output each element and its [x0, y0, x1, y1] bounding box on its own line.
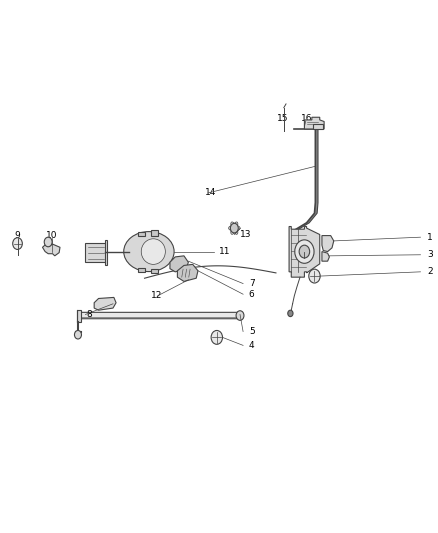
Polygon shape — [170, 256, 188, 272]
Polygon shape — [177, 264, 198, 281]
Text: 13: 13 — [240, 230, 251, 239]
Ellipse shape — [229, 226, 234, 230]
Text: 4: 4 — [249, 341, 254, 350]
Text: 15: 15 — [277, 114, 288, 123]
Text: 1: 1 — [427, 233, 433, 241]
Ellipse shape — [234, 228, 238, 235]
Polygon shape — [138, 232, 145, 236]
Text: 6: 6 — [249, 290, 254, 298]
Polygon shape — [138, 268, 145, 272]
Circle shape — [211, 330, 223, 344]
Text: 9: 9 — [14, 231, 21, 240]
Polygon shape — [322, 252, 329, 261]
Polygon shape — [289, 227, 320, 277]
Ellipse shape — [141, 239, 165, 264]
Polygon shape — [42, 244, 60, 256]
Polygon shape — [81, 312, 240, 319]
Ellipse shape — [124, 231, 174, 271]
Polygon shape — [304, 117, 324, 129]
Text: 10: 10 — [46, 231, 57, 240]
Circle shape — [13, 238, 22, 249]
Text: 8: 8 — [87, 310, 92, 319]
Text: 12: 12 — [151, 292, 162, 300]
Circle shape — [236, 311, 244, 320]
Text: 14: 14 — [205, 189, 216, 197]
Circle shape — [309, 269, 320, 283]
Ellipse shape — [231, 228, 235, 235]
Text: 16: 16 — [301, 114, 312, 123]
Polygon shape — [313, 124, 323, 129]
Polygon shape — [151, 230, 158, 236]
Ellipse shape — [231, 222, 235, 228]
Ellipse shape — [235, 226, 240, 230]
Circle shape — [230, 223, 238, 233]
Text: 11: 11 — [219, 247, 230, 256]
Text: 3: 3 — [427, 251, 433, 259]
Polygon shape — [77, 310, 81, 322]
Circle shape — [74, 330, 81, 339]
Text: 7: 7 — [249, 279, 254, 288]
Circle shape — [299, 245, 310, 258]
Polygon shape — [322, 236, 334, 252]
Text: 2: 2 — [427, 268, 433, 276]
Polygon shape — [94, 297, 116, 310]
Circle shape — [295, 240, 314, 263]
Text: 5: 5 — [249, 327, 254, 336]
Ellipse shape — [234, 222, 238, 228]
Polygon shape — [294, 129, 318, 230]
Circle shape — [288, 310, 293, 317]
Polygon shape — [151, 269, 158, 273]
Polygon shape — [85, 240, 107, 265]
Circle shape — [44, 237, 52, 247]
